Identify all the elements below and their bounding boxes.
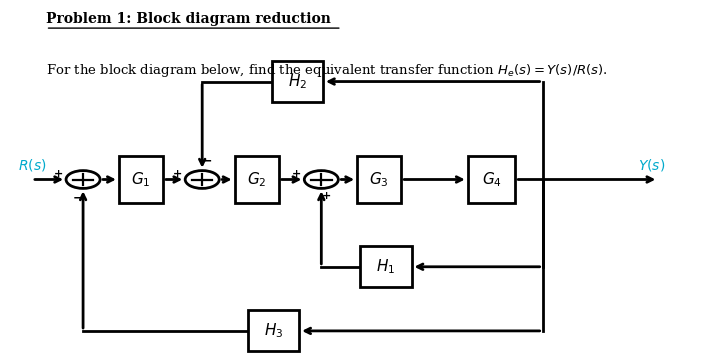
Text: $G_4$: $G_4$	[482, 170, 502, 189]
Bar	[468, 157, 516, 202]
Bar	[248, 311, 299, 351]
Bar	[119, 157, 163, 202]
Text: Problem 1: Block diagram reduction: Problem 1: Block diagram reduction	[45, 12, 331, 26]
Circle shape	[304, 171, 339, 188]
Circle shape	[66, 171, 100, 188]
Text: −: −	[202, 155, 212, 168]
Text: +: +	[292, 169, 301, 179]
Text: +: +	[53, 169, 63, 179]
Text: +: +	[173, 169, 182, 179]
Text: $G_1$: $G_1$	[131, 170, 151, 189]
Text: $H_2$: $H_2$	[288, 72, 307, 91]
Text: $H_1$: $H_1$	[376, 257, 396, 276]
Bar	[360, 246, 412, 287]
Text: +: +	[322, 191, 331, 201]
Text: $Y(s)$: $Y(s)$	[638, 157, 665, 173]
Bar	[272, 61, 323, 102]
Text: −: −	[73, 192, 83, 205]
Text: $R(s)$: $R(s)$	[18, 157, 47, 173]
Text: $G_3$: $G_3$	[370, 170, 389, 189]
Bar	[357, 157, 401, 202]
Text: $G_2$: $G_2$	[247, 170, 266, 189]
Text: For the block diagram below, find the equivalent transfer function $H_e(s) = Y(s: For the block diagram below, find the eq…	[45, 62, 607, 79]
Circle shape	[185, 171, 219, 188]
Text: $H_3$: $H_3$	[264, 322, 283, 340]
Bar	[235, 157, 279, 202]
